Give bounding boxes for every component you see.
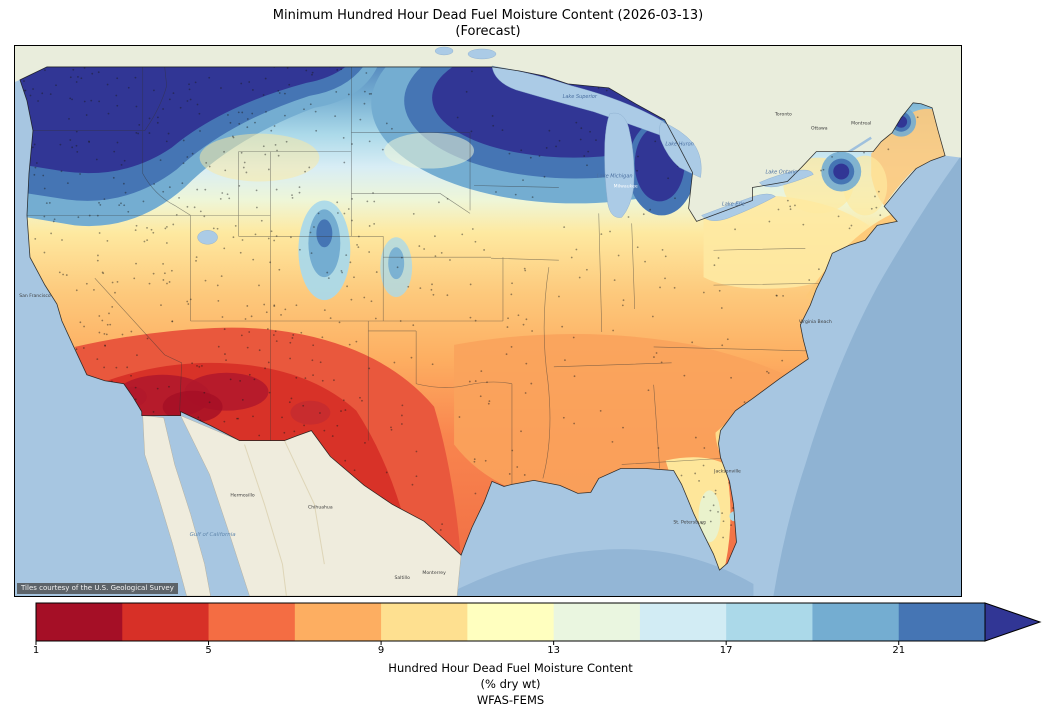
- mexico-landmass: [142, 415, 462, 596]
- map-label-city: Ottawa: [811, 126, 828, 132]
- map-label-lake: Lake Huron: [665, 142, 693, 148]
- lake-erie: [701, 193, 776, 221]
- caption-line1: Hundred Hour Dead Fuel Moisture Content: [388, 661, 633, 675]
- colorbar-tick-label: 13: [547, 645, 560, 656]
- caption-line3: WFAS-FEMS: [476, 693, 545, 707]
- colorbar: [35, 602, 1042, 645]
- colorbar-tick-label: 17: [719, 645, 733, 656]
- map-label-ocean: Gulf of California: [190, 532, 236, 538]
- map-label-city: Saltillo: [394, 575, 410, 581]
- canada-landmass: [15, 46, 961, 222]
- map-label-lake: Lake Michigan: [597, 174, 633, 180]
- map-label-city: Jacksonville: [713, 468, 741, 474]
- map-label-city: Toronto: [774, 112, 792, 118]
- gulf-of-mexico: [444, 549, 754, 596]
- caption-line2: (% dry wt): [480, 677, 541, 691]
- lake-ontario: [759, 169, 814, 188]
- atlantic-ocean: [773, 155, 961, 596]
- map-label-city: Montreal: [851, 121, 871, 127]
- map-label-city: San Francisco: [19, 293, 51, 299]
- map-attribution: Tiles courtesy of the U.S. Geological Su…: [17, 583, 178, 594]
- map-label-lake: Lake Superior: [563, 94, 598, 100]
- colorbar-segments: [36, 603, 986, 641]
- title-line2: (Forecast): [455, 24, 521, 39]
- state-boundaries: [26, 66, 826, 490]
- map-svg: San Francisco Hermosillo Chihuahua Saltillo…: [15, 46, 961, 596]
- map-labels: San Francisco Hermosillo Chihuahua Saltillo…: [19, 94, 871, 581]
- colorbar-tick-label: 5: [205, 645, 212, 656]
- map-label-lake: Lake Ontario: [765, 170, 797, 176]
- chart-title: Minimum Hundred Hour Dead Fuel Moisture …: [14, 8, 962, 40]
- map-label-city: Milwaukee: [614, 183, 638, 189]
- map-label-city: Virginia Beach: [799, 319, 832, 325]
- colorbar-extend-arrow: [984, 602, 1042, 642]
- colorbar-tick-label: 9: [377, 645, 385, 656]
- great-salt-lake: [197, 230, 218, 245]
- map-label-city: Hermosillo: [230, 492, 255, 498]
- colorbar-tickmarks: [35, 641, 900, 645]
- colorbar-tick-label: 21: [892, 645, 906, 656]
- lake-michigan: [604, 112, 635, 218]
- map-label-lake: Lake Erie: [722, 201, 745, 207]
- title-line1: Minimum Hundred Hour Dead Fuel Moisture …: [272, 8, 704, 23]
- map-label-city: Monterrey: [422, 570, 446, 576]
- us-outline: [19, 66, 946, 571]
- map-label-city: Chihuahua: [308, 504, 333, 510]
- map-label-city: St. Petersburg: [673, 519, 706, 525]
- colorbar-tick-label: 1: [32, 645, 40, 656]
- colorbar-tick-labels: 1 5 9 13 17 21: [32, 645, 1046, 659]
- map-canvas: San Francisco Hermosillo Chihuahua Saltillo…: [14, 45, 962, 597]
- colorbar-caption: Hundred Hour Dead Fuel Moisture Content …: [36, 660, 985, 708]
